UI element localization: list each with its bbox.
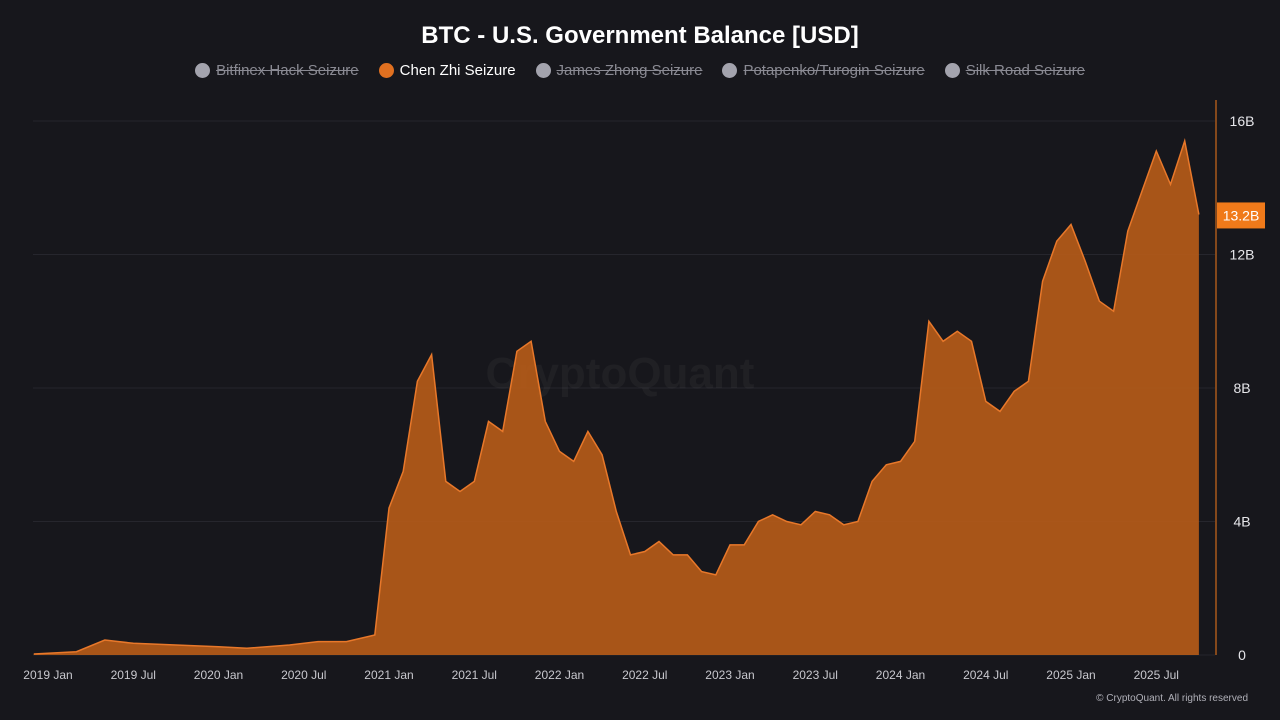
x-tick-label: 2020 Jan: [194, 668, 243, 682]
chart-title: BTC - U.S. Government Balance [USD]: [421, 22, 859, 49]
x-tick-label: 2019 Jul: [111, 668, 156, 682]
legend-item-chen-zhi[interactable]: Chen Zhi Seizure: [378, 62, 516, 79]
x-tick-label: 2023 Jan: [705, 668, 754, 682]
y-tick-label: 0: [1238, 647, 1246, 663]
legend-label: Potapenko/Turogin Seizure: [743, 62, 925, 79]
legend-item-silk-road[interactable]: Silk Road Seizure: [944, 62, 1085, 79]
last-value-label: 13.2B: [1223, 207, 1260, 223]
x-tick-label: 2020 Jul: [281, 668, 326, 682]
x-tick-label: 2024 Jul: [963, 668, 1008, 682]
x-tick-label: 2022 Jan: [535, 668, 584, 682]
y-tick-label: 12B: [1230, 247, 1255, 263]
x-tick-label: 2021 Jan: [364, 668, 413, 682]
x-tick-label: 2019 Jan: [23, 668, 72, 682]
series-area: [33, 141, 1199, 655]
copyright-footer: © CryptoQuant. All rights reserved: [1096, 693, 1248, 704]
legend-label: James Zhong Seizure: [556, 62, 703, 79]
series-line: [33, 138, 1200, 655]
legend-label: Bitfinex Hack Seizure: [216, 62, 359, 79]
x-tick-label: 2021 Jul: [452, 668, 497, 682]
y-tick-label: 4B: [1233, 514, 1250, 530]
x-tick-label: 2025 Jul: [1134, 668, 1179, 682]
legend-dot-icon: [944, 63, 960, 78]
y-tick-label: 16B: [1230, 113, 1255, 129]
legend-label: Silk Road Seizure: [965, 62, 1085, 79]
x-tick-label: 2023 Jul: [793, 668, 838, 682]
legend-item-potapenko[interactable]: Potapenko/Turogin Seizure: [722, 62, 925, 79]
x-tick-label: 2022 Jul: [622, 668, 667, 682]
legend: Bitfinex Hack Seizure Chen Zhi Seizure J…: [0, 62, 1280, 79]
x-tick-label: 2025 Jan: [1046, 668, 1095, 682]
legend-dot-icon: [535, 63, 551, 78]
legend-item-james-zhong[interactable]: James Zhong Seizure: [535, 62, 703, 79]
legend-dot-icon: [722, 63, 738, 78]
legend-dot-icon: [378, 63, 394, 78]
legend-item-bitfinex[interactable]: Bitfinex Hack Seizure: [195, 62, 359, 79]
legend-dot-icon: [195, 63, 211, 78]
y-tick-label: 8B: [1233, 380, 1250, 396]
legend-label: Chen Zhi Seizure: [399, 62, 516, 79]
x-tick-label: 2024 Jan: [876, 668, 925, 682]
last-value-badge: [1217, 202, 1265, 229]
